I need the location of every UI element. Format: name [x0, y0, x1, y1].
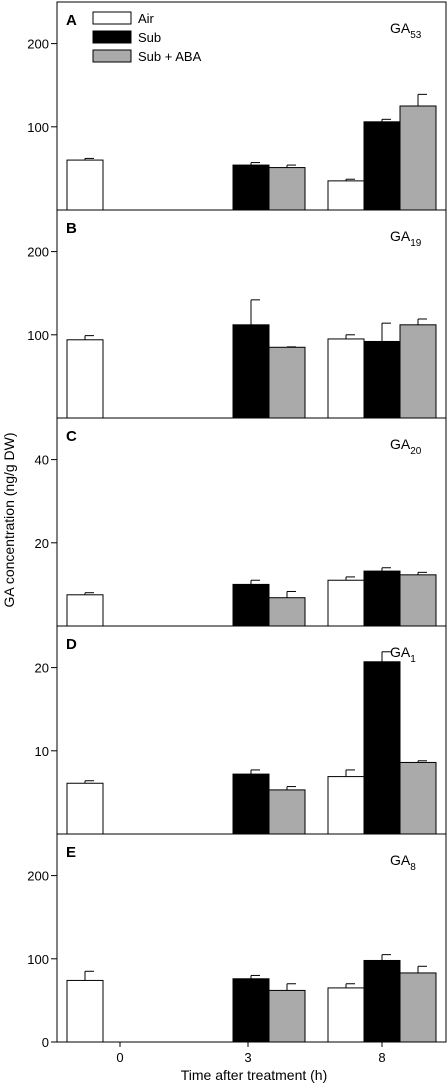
panel-letter-B: B	[66, 220, 77, 237]
x-tick-label: 3	[244, 1050, 251, 1065]
compound-name: GA	[390, 20, 411, 36]
panel-letter-E: E	[66, 844, 76, 861]
compound-name: GA	[390, 644, 411, 660]
bar-E-air-8	[327, 987, 365, 1043]
y-tick-label-B: 200	[27, 245, 49, 260]
bar-C-air-8	[327, 579, 365, 627]
bar-A-sub-3	[232, 164, 270, 211]
bar-B-sub-8	[363, 340, 401, 419]
legend-label-1: Sub	[138, 30, 161, 45]
bar-C-sub-3	[232, 583, 270, 627]
y-tick-label-C: 40	[35, 453, 49, 468]
legend-swatch-0	[92, 11, 132, 25]
bar-C-air-0	[66, 594, 104, 627]
bar-D-air-0	[66, 782, 104, 835]
y-tick-label-D: 20	[35, 661, 49, 676]
bar-D-air-8	[327, 776, 365, 835]
bar-A-air-8	[327, 180, 365, 211]
bar-C-sub-8	[363, 570, 401, 627]
y-tick-label-A: 100	[27, 120, 49, 135]
bar-A-sub-aba-3	[268, 167, 306, 211]
compound-subscript: 8	[410, 862, 416, 873]
compound-name: GA	[390, 852, 411, 868]
bar-A-sub-aba-8	[399, 105, 437, 211]
x-tick-label: 0	[116, 1050, 123, 1065]
x-axis-title: Time after treatment (h)	[181, 1067, 328, 1083]
y-tick-label-E: 100	[27, 952, 49, 967]
y-tick-label-B: 100	[27, 328, 49, 343]
bar-D-sub-aba-3	[268, 789, 306, 835]
bar-E-air-0	[66, 979, 104, 1043]
legend-swatch-2	[92, 49, 132, 63]
bar-E-sub-aba-8	[399, 972, 437, 1043]
legend-label-0: Air	[138, 11, 155, 26]
bar-A-air-0	[66, 159, 104, 211]
compound-label-C: GA20	[390, 436, 422, 457]
compound-label-A: GA53	[390, 20, 422, 41]
bar-B-air-0	[66, 339, 104, 419]
legend-swatch-1	[92, 30, 132, 44]
y-tick-label-E: 0	[42, 1035, 49, 1050]
y-axis-title: GA concentration (ng/g DW)	[1, 432, 17, 607]
panel-letter-A: A	[66, 12, 77, 29]
bar-B-air-8	[327, 338, 365, 419]
panel-letter-C: C	[66, 428, 77, 445]
bar-D-sub-8	[363, 661, 401, 835]
bar-B-sub-aba-8	[399, 324, 437, 419]
bar-B-sub-aba-3	[268, 346, 306, 419]
compound-label-E: GA8	[390, 852, 416, 873]
compound-subscript: 53	[410, 30, 422, 41]
bar-D-sub-aba-8	[399, 761, 437, 835]
bar-A-sub-8	[363, 121, 401, 211]
compound-label-D: GA1	[390, 644, 416, 665]
bar-B-sub-3	[232, 324, 270, 419]
compound-name: GA	[390, 228, 411, 244]
compound-subscript: 1	[410, 654, 416, 665]
legend-label-2: Sub + ABA	[138, 49, 202, 64]
bar-E-sub-3	[232, 978, 270, 1043]
compound-label-B: GA19	[390, 228, 422, 249]
bar-C-sub-aba-3	[268, 597, 306, 627]
compound-name: GA	[390, 436, 411, 452]
panel-letter-D: D	[66, 636, 77, 653]
x-tick-label: 8	[378, 1050, 385, 1065]
y-tick-label-A: 200	[27, 37, 49, 52]
y-tick-label-E: 200	[27, 869, 49, 884]
bar-E-sub-8	[363, 959, 401, 1043]
compound-subscript: 19	[410, 238, 422, 249]
y-tick-label-C: 20	[35, 536, 49, 551]
bar-D-sub-3	[232, 773, 270, 835]
compound-subscript: 20	[410, 446, 422, 457]
bar-C-sub-aba-8	[399, 574, 437, 627]
bar-E-sub-aba-3	[268, 989, 306, 1043]
y-tick-label-D: 10	[35, 744, 49, 759]
